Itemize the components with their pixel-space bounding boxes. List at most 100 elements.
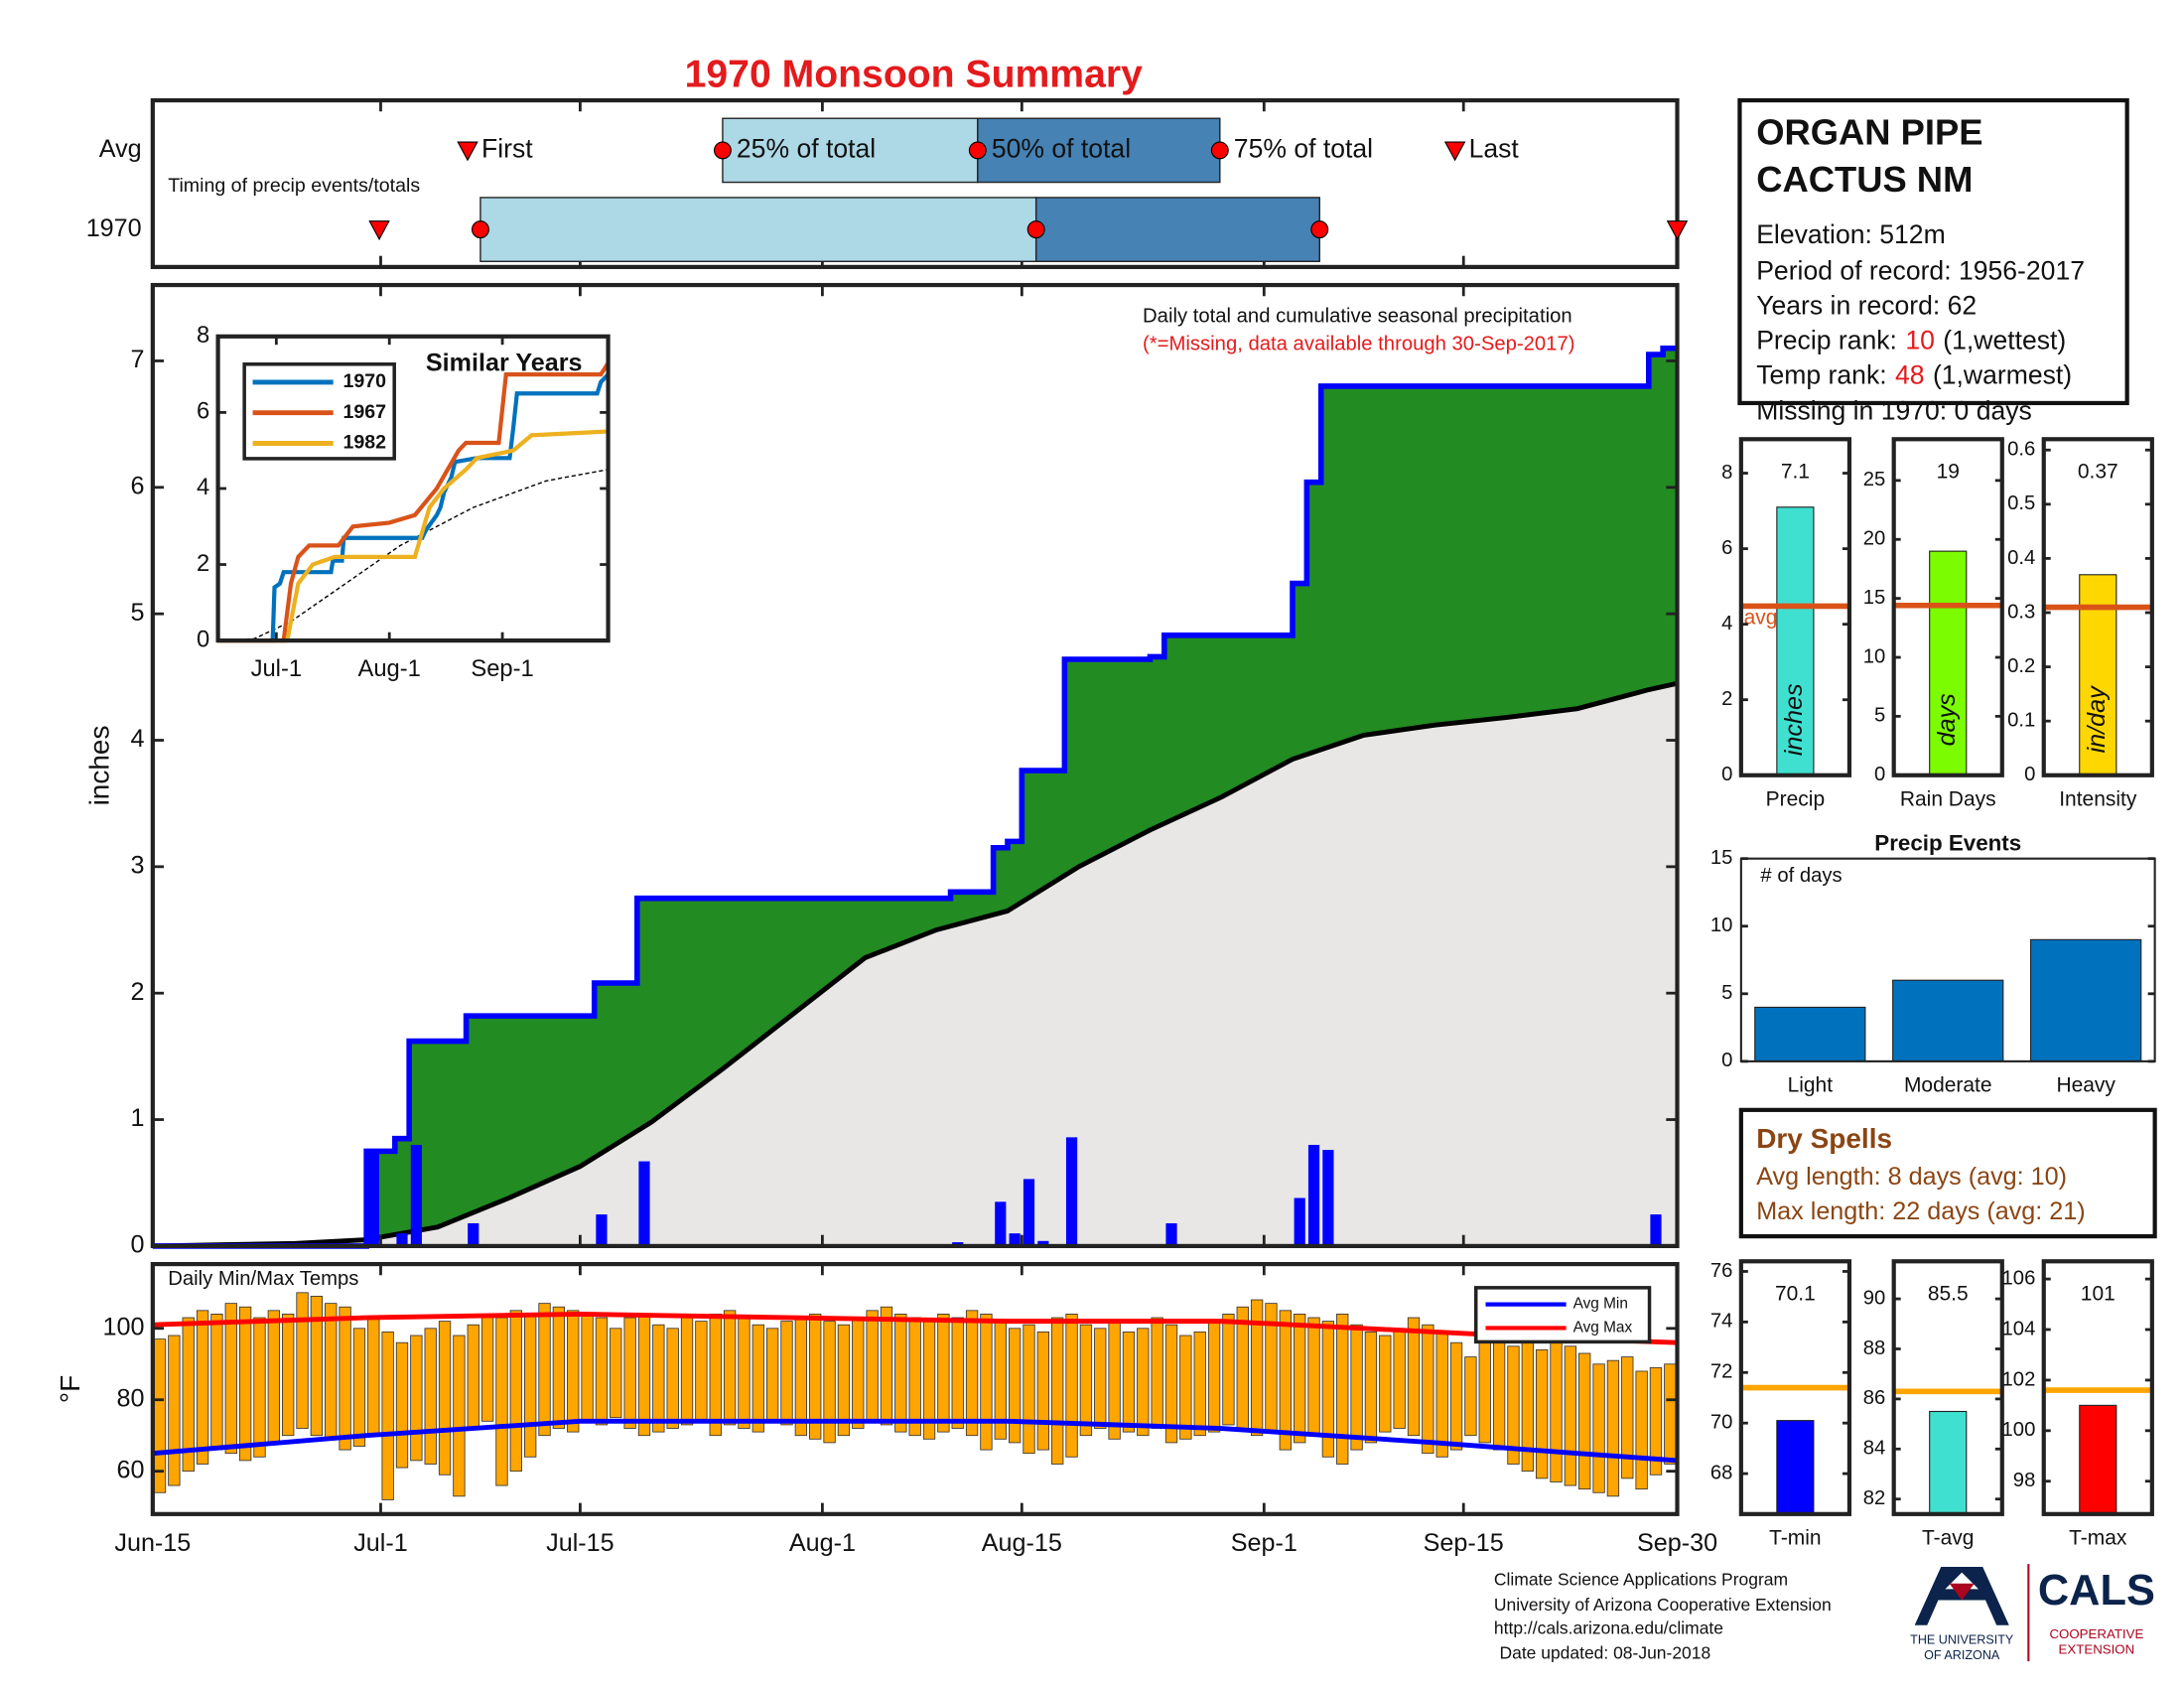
temp-bar <box>1294 1314 1306 1444</box>
temp-bar <box>951 1317 964 1429</box>
plot-frame <box>2041 1259 2154 1516</box>
temp-bar <box>1564 1345 1577 1486</box>
bar-label: in/day <box>2083 685 2111 754</box>
x-tick-label: Jun-15 <box>114 1529 191 1557</box>
temp-bar <box>1279 1310 1292 1451</box>
chart-annotation: Daily Min/Max Temps <box>168 1268 358 1290</box>
temp-bar <box>168 1335 181 1486</box>
temp-bar <box>866 1310 879 1422</box>
series-line <box>217 361 611 643</box>
y-tick-label: 5 <box>1721 982 1732 1004</box>
timing-box <box>977 117 1221 184</box>
temp-bar <box>1321 1321 1335 1458</box>
timing-box <box>479 197 1037 262</box>
temp-bar <box>1464 1356 1477 1437</box>
marker-label: Last <box>1469 133 1520 163</box>
temp-bar <box>339 1306 351 1451</box>
plot-frame <box>1739 857 2156 1062</box>
ua-logo-accent <box>1949 1583 1975 1601</box>
value-label: 7.1 <box>1781 460 1810 483</box>
y-tick-label: 74 <box>1710 1311 1733 1333</box>
y-tick-label: 0 <box>1874 764 1885 785</box>
precip-rank: Precip rank: 10 (1,wettest) <box>1756 325 2066 354</box>
temp-bar <box>1179 1335 1192 1440</box>
temp-bar <box>182 1317 195 1473</box>
total-marker <box>1310 220 1329 239</box>
temp-bar <box>1592 1363 1605 1493</box>
bar <box>1892 979 2004 1062</box>
temp-bar <box>780 1321 793 1426</box>
marker-label: 50% of total <box>992 133 1131 163</box>
total-marker <box>1026 220 1045 239</box>
footer: Climate Science Applications Program Uni… <box>1494 1564 2155 1663</box>
logo-text: COOPERATIVE <box>2049 1626 2143 1641</box>
bar-label: days <box>1933 693 1961 747</box>
daily-bar <box>1294 1197 1305 1246</box>
bar <box>1776 506 1815 776</box>
temp-bar <box>196 1310 209 1465</box>
rank-note: (1,warmest) <box>1933 359 2072 389</box>
daily-bar <box>1009 1233 1021 1246</box>
temp-bar <box>823 1321 836 1444</box>
temp-bar <box>1336 1314 1349 1465</box>
y-tick-label: 4 <box>130 725 144 753</box>
x-tick-label: Aug-1 <box>357 655 420 682</box>
x-tick-label: Heavy <box>2056 1074 2116 1097</box>
y-tick-label: 104 <box>2002 1318 2036 1339</box>
temp-bar <box>837 1324 851 1437</box>
temp-bar <box>723 1310 737 1426</box>
temp-bar <box>1008 1328 1022 1444</box>
y-axis-label: inches <box>83 726 114 806</box>
y-tick-label: 68 <box>1710 1462 1733 1483</box>
temp-bar <box>282 1314 295 1437</box>
chart-annotation: (*=Missing, data available through 30-Se… <box>1143 334 1574 355</box>
y-tick-label: 80 <box>116 1384 144 1412</box>
value-label: 85.5 <box>1928 1282 1969 1305</box>
total-marker <box>1210 141 1229 160</box>
x-axis-label: T-avg <box>1922 1527 1974 1550</box>
temp-bar <box>153 1338 167 1493</box>
total-marker <box>471 220 489 239</box>
temp-bar <box>809 1314 822 1440</box>
timing-box <box>1034 197 1320 262</box>
daily-bar <box>1165 1222 1177 1246</box>
plot-frame <box>150 282 1680 1248</box>
inset-title: Similar Years <box>426 349 583 376</box>
legend-label: 1982 <box>342 432 386 454</box>
y-tick-label: 5 <box>1874 705 1885 727</box>
footer-line: http://cals.arizona.edu/climate <box>1494 1618 1723 1638</box>
temp-bar <box>1449 1341 1463 1451</box>
temp-bar <box>453 1335 466 1497</box>
bar <box>2030 938 2142 1062</box>
temp-bar <box>1151 1317 1163 1429</box>
event-marker <box>1666 220 1689 241</box>
dry-spells-line: Avg length: 8 days (avg: 10) <box>1756 1163 2067 1191</box>
y-tick-label: 0.2 <box>2007 655 2035 677</box>
y-tick-label: 88 <box>1863 1337 1886 1359</box>
marker-label: First <box>481 133 533 163</box>
temp-bar <box>1108 1321 1121 1440</box>
row-label: Avg <box>99 135 142 163</box>
x-tick-label: Sep-1 <box>1231 1529 1297 1557</box>
marker-label: 25% of total <box>737 133 876 163</box>
temp-bar <box>1379 1335 1392 1433</box>
legend-label: Avg Min <box>1573 1296 1628 1313</box>
temp-bar <box>1664 1363 1677 1465</box>
x-tick-label: Jul-1 <box>251 655 303 682</box>
temp-bar <box>1222 1314 1235 1426</box>
period: Period of record: 1956-2017 <box>1756 255 2085 285</box>
event-marker <box>457 141 478 162</box>
missing: Missing in 1970: 0 days <box>1756 396 2032 426</box>
temp-bar <box>1036 1331 1050 1451</box>
temp-bar <box>1393 1328 1406 1429</box>
total-marker <box>713 141 732 160</box>
x-tick-label: Sep-30 <box>1637 1529 1717 1557</box>
logo-text: OF ARIZONA <box>1924 1648 2000 1662</box>
x-axis-label: T-min <box>1769 1527 1821 1550</box>
y-tick-label: 102 <box>2002 1368 2036 1390</box>
temp-bar <box>1122 1331 1136 1433</box>
temp-bar <box>709 1314 722 1437</box>
plot-frame <box>150 1261 1680 1516</box>
temp-bar <box>267 1310 280 1444</box>
station-name: ORGAN PIPE <box>1756 112 1982 153</box>
